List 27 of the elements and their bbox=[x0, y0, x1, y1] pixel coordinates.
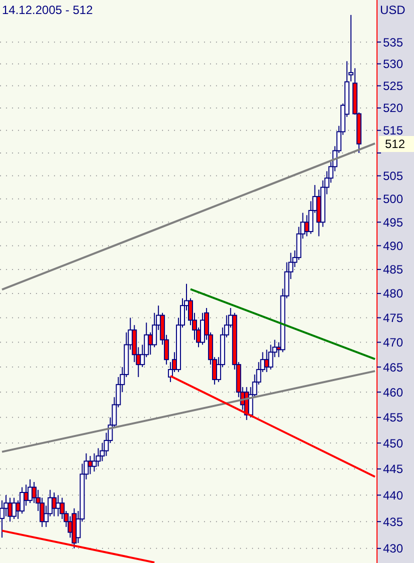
y-tick-label: 470 bbox=[383, 336, 404, 350]
candlestick bbox=[12, 497, 17, 520]
y-tick-label: 475 bbox=[383, 311, 404, 325]
y-tick-label: 485 bbox=[383, 262, 404, 277]
y-tick-label: 505 bbox=[383, 169, 404, 184]
candlestick bbox=[52, 492, 57, 517]
y-tick-label: 465 bbox=[383, 360, 404, 374]
y-tick-label: 530 bbox=[383, 57, 404, 72]
y-axis-title: USD bbox=[380, 3, 406, 17]
y-tick-label: 535 bbox=[383, 35, 404, 50]
y-tick-label: 525 bbox=[383, 79, 404, 94]
y-tick-label: 445 bbox=[383, 462, 404, 476]
y-tick-label: 430 bbox=[383, 542, 404, 556]
y-tick-label: 455 bbox=[383, 410, 404, 425]
chart-title: 14.12.2005 - 512 bbox=[2, 3, 93, 17]
annotation: 512 bbox=[379, 136, 414, 152]
y-tick-label: 500 bbox=[383, 192, 404, 206]
y-tick-label: 435 bbox=[383, 514, 404, 529]
y-tick-label: 480 bbox=[383, 286, 404, 301]
candlestick bbox=[268, 344, 274, 370]
y-tick-label: 450 bbox=[383, 436, 404, 450]
y-tick-label: 490 bbox=[383, 238, 404, 253]
y-tick-label: 460 bbox=[383, 385, 404, 400]
y-tick-label: 440 bbox=[383, 488, 404, 502]
y-tick-label: 495 bbox=[383, 215, 404, 230]
y-tick-label: 515 bbox=[383, 124, 404, 138]
y-tick-label: 520 bbox=[383, 101, 404, 116]
